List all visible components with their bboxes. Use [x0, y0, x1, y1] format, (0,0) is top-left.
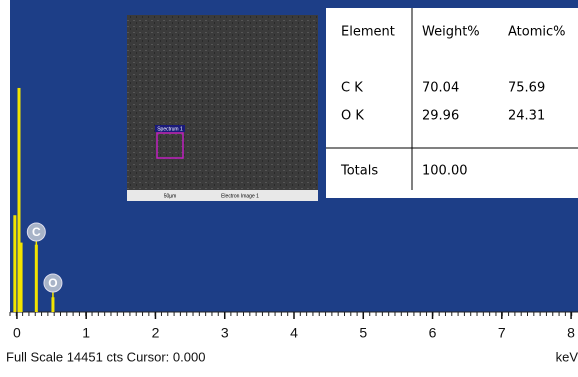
peak-label: C [32, 225, 41, 239]
x-tick-label: 7 [498, 325, 506, 341]
spectrum-label: Spectrum 1 [157, 126, 183, 132]
cell: C K [341, 81, 363, 96]
x-tick-label: 2 [152, 325, 160, 341]
sem-image: Spectrum 1 50µm Electron Image 1 [127, 15, 318, 201]
scale-label: 50µm [164, 193, 177, 199]
x-tick-label: 0 [13, 325, 21, 341]
x-tick-label: 6 [429, 325, 437, 341]
x-tick-label: 3 [221, 325, 229, 341]
x-unit: keV [556, 349, 578, 364]
x-tick-label: 5 [359, 325, 367, 341]
header-cell: Element [341, 25, 395, 40]
header-cell: Atomic% [508, 25, 566, 40]
cell: 24.31 [508, 109, 545, 124]
x-tick-label: 4 [290, 325, 298, 341]
header-cell: Weight% [422, 25, 480, 40]
spectrum-peak [20, 243, 23, 312]
x-tick-label: 1 [82, 325, 90, 341]
cell: 70.04 [422, 81, 459, 96]
cell: 100.00 [422, 164, 468, 179]
cell: Totals [340, 164, 378, 179]
result-table: Element Weight% Atomic% C K 70.04 75.69 … [326, 8, 578, 198]
x-tick-label: 8 [567, 325, 575, 341]
cell: 75.69 [508, 81, 545, 96]
spectrum-peak [13, 215, 16, 312]
peak-label: O [48, 276, 57, 290]
sem-photo [127, 15, 318, 190]
footer-status: Full Scale 14451 cts Cursor: 0.000 [6, 349, 205, 364]
cell: 29.96 [422, 109, 459, 124]
image-caption: Electron Image 1 [221, 193, 259, 199]
eds-screen: 0 1 2 3 4 5 6 7 8 C O Spectrum 1 50µm Electron Ima… [0, 0, 578, 372]
cell: O K [341, 109, 364, 124]
